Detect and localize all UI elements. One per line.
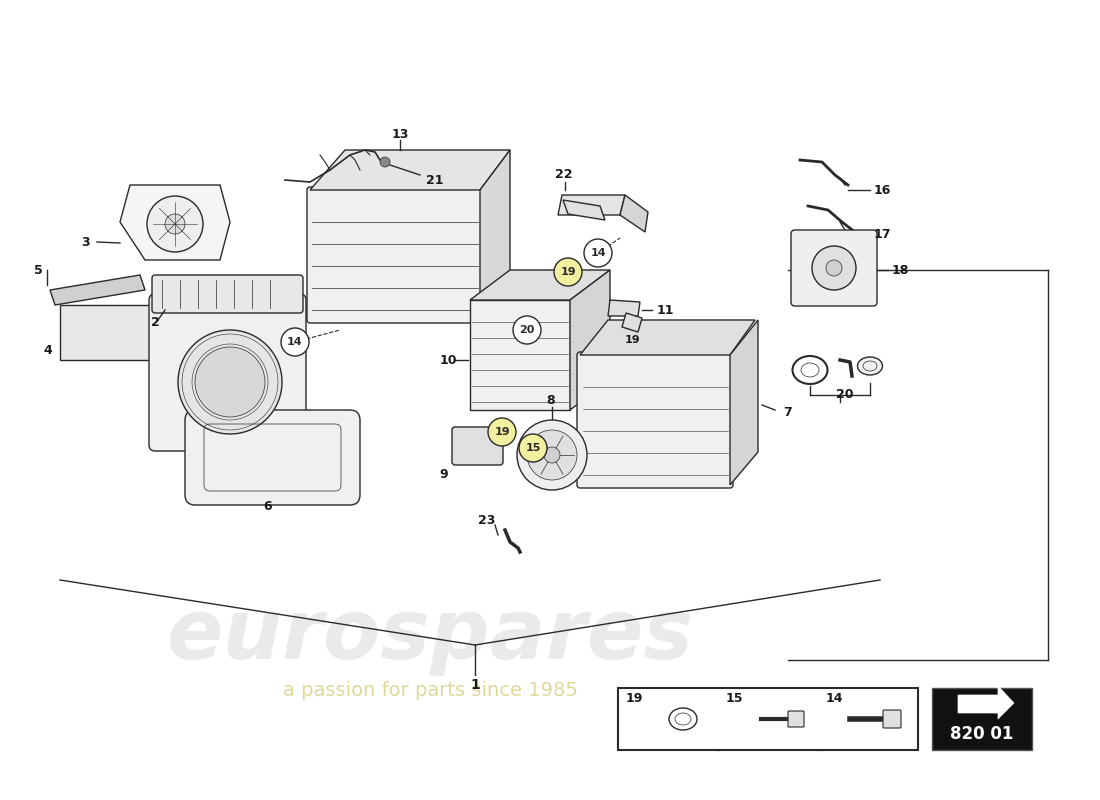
Text: 22: 22 xyxy=(556,169,573,182)
Polygon shape xyxy=(310,150,510,190)
Polygon shape xyxy=(958,686,1014,719)
Text: 19: 19 xyxy=(560,267,575,277)
Text: 16: 16 xyxy=(873,183,891,197)
FancyBboxPatch shape xyxy=(148,294,306,451)
Ellipse shape xyxy=(858,357,882,375)
Text: 19: 19 xyxy=(494,427,509,437)
Ellipse shape xyxy=(669,708,697,730)
Bar xyxy=(618,688,918,750)
Text: 8: 8 xyxy=(547,394,556,406)
Text: 19: 19 xyxy=(626,691,644,705)
Polygon shape xyxy=(621,313,642,332)
Text: 23: 23 xyxy=(478,514,496,526)
Circle shape xyxy=(826,260,842,276)
Text: 820 01: 820 01 xyxy=(950,725,1014,743)
Circle shape xyxy=(554,258,582,286)
Text: 2: 2 xyxy=(151,315,160,329)
Text: 19: 19 xyxy=(624,335,640,345)
Circle shape xyxy=(195,347,265,417)
FancyBboxPatch shape xyxy=(452,427,503,465)
Circle shape xyxy=(517,420,587,490)
Circle shape xyxy=(379,157,390,167)
Polygon shape xyxy=(563,200,605,220)
Text: 13: 13 xyxy=(392,129,409,142)
Text: 15: 15 xyxy=(526,443,541,453)
Polygon shape xyxy=(570,270,611,410)
Text: a passion for parts since 1985: a passion for parts since 1985 xyxy=(283,681,578,699)
Polygon shape xyxy=(470,270,610,300)
FancyBboxPatch shape xyxy=(883,710,901,728)
Text: 15: 15 xyxy=(726,691,744,705)
Text: 5: 5 xyxy=(34,263,43,277)
Text: 9: 9 xyxy=(440,467,449,481)
Circle shape xyxy=(280,328,309,356)
Circle shape xyxy=(812,246,856,290)
Circle shape xyxy=(513,316,541,344)
Polygon shape xyxy=(580,320,755,355)
Bar xyxy=(470,300,570,410)
Text: eurospares: eurospares xyxy=(166,594,693,675)
Text: 21: 21 xyxy=(427,174,443,186)
Text: 14: 14 xyxy=(591,248,606,258)
Bar xyxy=(932,688,1032,750)
Circle shape xyxy=(178,330,282,434)
Polygon shape xyxy=(120,185,230,260)
Text: 7: 7 xyxy=(783,406,792,418)
Circle shape xyxy=(519,434,547,462)
Text: 6: 6 xyxy=(264,499,273,513)
FancyBboxPatch shape xyxy=(60,305,190,360)
Polygon shape xyxy=(50,275,145,305)
Text: 20: 20 xyxy=(836,389,854,402)
Text: 1: 1 xyxy=(470,678,480,692)
FancyBboxPatch shape xyxy=(307,187,483,323)
Circle shape xyxy=(527,430,578,480)
Polygon shape xyxy=(730,320,758,485)
FancyBboxPatch shape xyxy=(185,410,360,505)
Text: 18: 18 xyxy=(891,263,909,277)
FancyBboxPatch shape xyxy=(791,230,877,306)
Circle shape xyxy=(147,196,204,252)
FancyBboxPatch shape xyxy=(578,352,733,488)
Circle shape xyxy=(488,418,516,446)
Circle shape xyxy=(584,239,612,267)
FancyBboxPatch shape xyxy=(152,275,302,313)
FancyBboxPatch shape xyxy=(788,711,804,727)
Polygon shape xyxy=(480,150,510,320)
Circle shape xyxy=(165,214,185,234)
Text: 20: 20 xyxy=(519,325,535,335)
Text: 17: 17 xyxy=(873,229,891,242)
Text: 11: 11 xyxy=(657,303,673,317)
Text: 3: 3 xyxy=(80,235,89,249)
Text: 4: 4 xyxy=(44,343,53,357)
Polygon shape xyxy=(558,195,625,215)
Polygon shape xyxy=(620,195,648,232)
Text: 14: 14 xyxy=(826,691,844,705)
Circle shape xyxy=(544,447,560,463)
Text: 10: 10 xyxy=(439,354,456,366)
Polygon shape xyxy=(608,300,640,316)
Text: 14: 14 xyxy=(287,337,303,347)
